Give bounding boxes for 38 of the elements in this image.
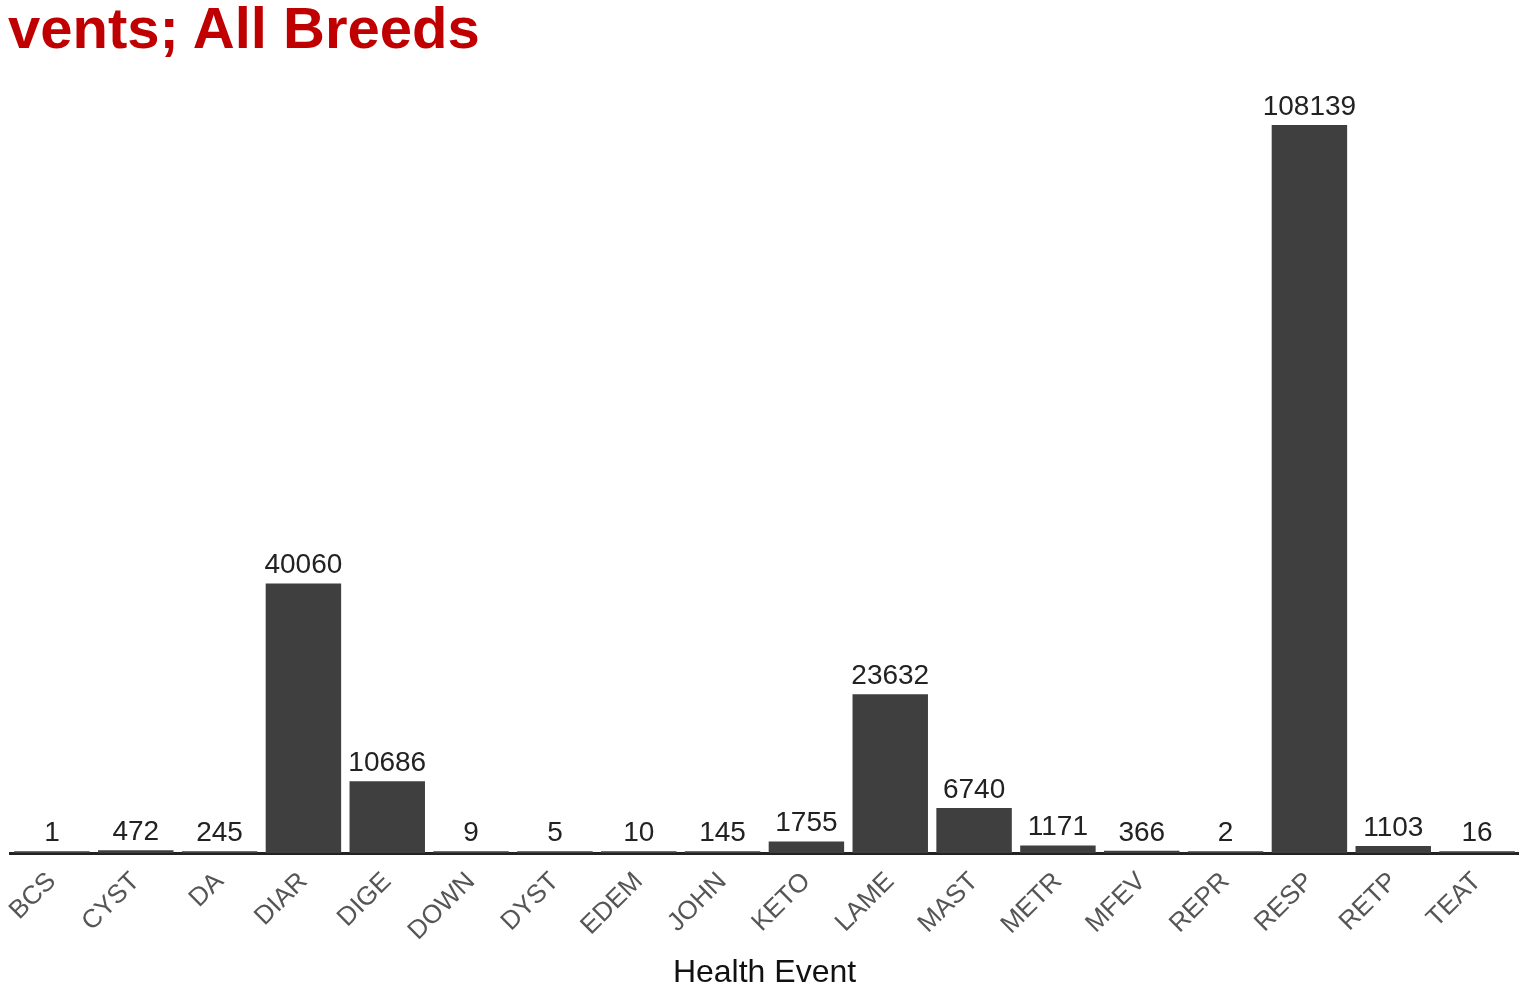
bar [98, 850, 174, 854]
data-label: 16 [1461, 816, 1493, 848]
data-label: 245 [196, 816, 243, 848]
data-label: 10 [623, 816, 655, 848]
data-label: 6740 [942, 772, 1006, 804]
data-label: 1755 [775, 806, 838, 838]
bar [517, 851, 593, 854]
bar [1020, 845, 1096, 854]
bar [265, 583, 342, 854]
bar [936, 807, 1012, 854]
bar [181, 851, 258, 854]
data-label: 366 [1118, 815, 1166, 847]
data-label: 1 [44, 816, 60, 848]
bar [1439, 851, 1515, 854]
bar [684, 851, 761, 854]
bar [14, 851, 90, 854]
bar [768, 841, 845, 854]
data-label: 40060 [264, 548, 343, 580]
data-label: 145 [699, 816, 746, 848]
data-label: 10686 [348, 746, 427, 778]
data-label: 23632 [851, 658, 930, 690]
bar [1355, 845, 1431, 854]
data-label: 1171 [1027, 810, 1089, 842]
bar [349, 781, 425, 854]
data-label: 2 [1217, 816, 1234, 848]
data-label: 9 [463, 816, 479, 848]
chart-title: vents; All Breeds [8, 0, 480, 61]
x-axis-title: Health Event [672, 952, 857, 989]
data-label: 5 [547, 816, 563, 848]
data-label: 1103 [1363, 810, 1424, 842]
bar [1187, 851, 1264, 854]
bar [433, 851, 509, 854]
data-label: 108139 [1262, 89, 1357, 121]
data-label: 472 [112, 814, 160, 846]
bar [1271, 124, 1348, 854]
bar [601, 851, 677, 854]
bar [852, 694, 928, 854]
x-tick-label: DA [182, 865, 230, 913]
